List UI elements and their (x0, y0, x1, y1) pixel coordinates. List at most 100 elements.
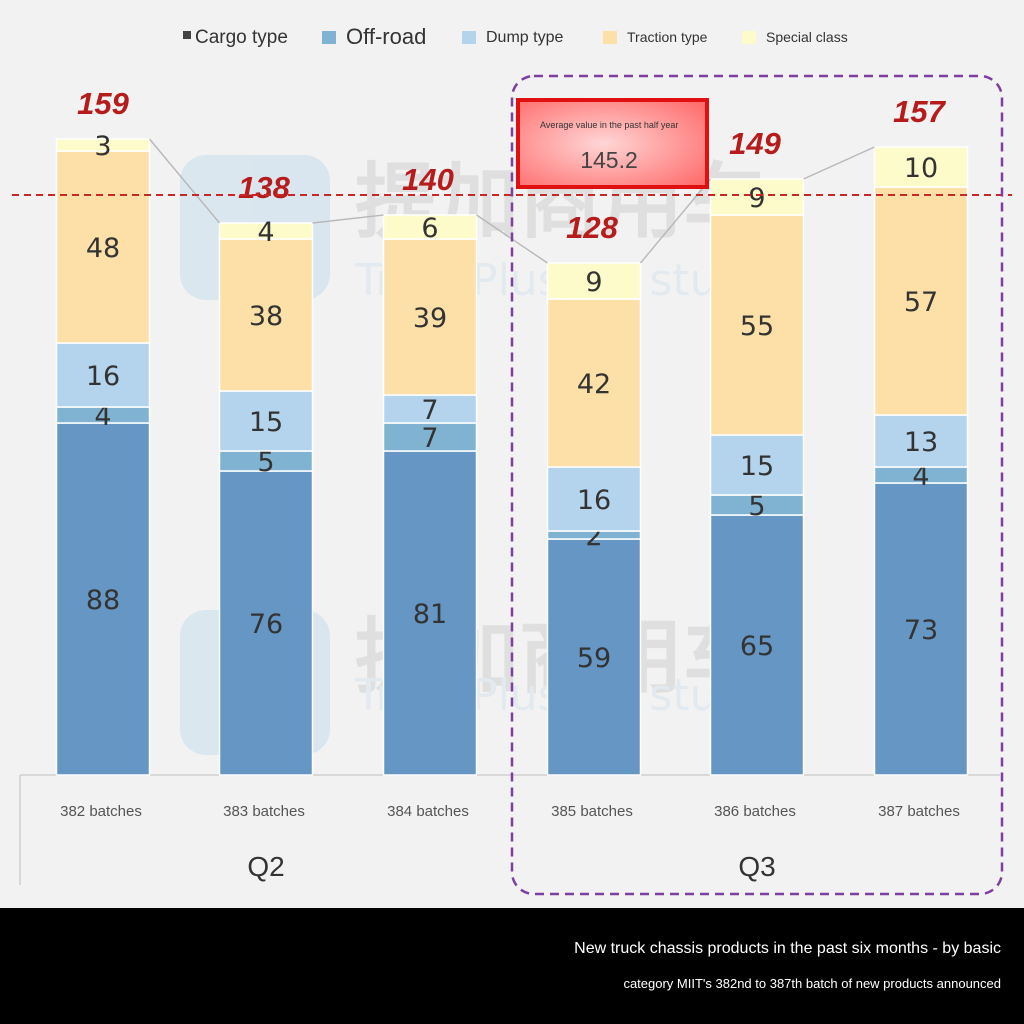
x-tick-label: 386 batches (714, 803, 796, 820)
data-label: 4 (94, 401, 111, 432)
total-label: 128 (566, 210, 618, 245)
bar-segment (55, 138, 151, 152)
legend-item: Traction type (603, 29, 708, 45)
legend: Cargo type Off-road Dump type Traction type… (183, 24, 848, 49)
bar-segment (382, 450, 478, 776)
total-label: 157 (893, 94, 946, 129)
legend-swatch (462, 31, 476, 44)
data-label: 13 (904, 427, 938, 458)
data-label: 6 (421, 213, 438, 244)
x-tick-label: 387 batches (878, 803, 960, 820)
bar-segment (382, 214, 478, 240)
average-box-caption: Average value in the past half year (540, 120, 678, 130)
bar-segment (546, 262, 642, 300)
quarter-label: Q3 (738, 851, 775, 882)
data-label: 10 (904, 153, 938, 184)
bar-segment (709, 214, 805, 436)
x-tick-label: 385 batches (551, 803, 633, 820)
legend-swatch (603, 31, 617, 44)
legend-label: Cargo type (195, 27, 288, 48)
bar-stack: 65 5 15 55 9 (709, 178, 805, 776)
bar-segment (218, 222, 314, 240)
data-label: 48 (86, 233, 120, 264)
quarter-labels: Q2 Q3 (247, 851, 775, 882)
data-label: 9 (585, 267, 602, 298)
data-label: 4 (257, 217, 274, 248)
quarter-label: Q2 (247, 851, 284, 882)
bar-segment (546, 538, 642, 776)
bar-segment (709, 178, 805, 216)
bar-segment (873, 146, 969, 188)
bar-stack: 88 4 16 48 3 (55, 131, 151, 776)
totals-group: 159 138 140 128 149 157 (77, 86, 946, 245)
legend-item: Dump type (462, 29, 563, 46)
legend-label: Off-road (346, 24, 426, 49)
legend-label: Special class (766, 29, 848, 45)
average-value-box: Average value in the past half year 145.2 (516, 98, 709, 189)
bar-stack: 73 413 57 10 (873, 146, 969, 776)
connector-line (148, 138, 221, 224)
data-label: 16 (577, 485, 611, 516)
x-tick-labels: 382 batches 383 batches 384 batches 385 bat… (60, 803, 960, 820)
data-label: 7 (421, 395, 438, 426)
bar-segment (873, 186, 969, 416)
bar-segment (382, 394, 478, 424)
bar-stack: 81 77 39 6 (382, 213, 478, 776)
data-label: 39 (413, 303, 447, 334)
data-label: 4 (912, 461, 929, 492)
bar-segment (873, 482, 969, 776)
total-label: 138 (238, 170, 290, 205)
data-label: 7 (421, 423, 438, 454)
total-label: 149 (729, 126, 781, 161)
average-box-value: 145.2 (580, 147, 638, 173)
x-tick-label: 383 batches (223, 803, 305, 820)
data-label: 3 (94, 131, 111, 162)
average-box-frame (516, 98, 709, 189)
data-label: 15 (740, 451, 774, 482)
data-label: 81 (413, 599, 447, 630)
x-tick-label: 382 batches (60, 803, 142, 820)
data-label: 76 (249, 609, 283, 640)
data-label: 15 (249, 407, 283, 438)
data-label: 73 (904, 615, 938, 646)
data-label: 9 (748, 183, 765, 214)
bar-segment (55, 150, 151, 344)
legend-swatch (742, 31, 756, 44)
caption-line-2: category MIIT's 382nd to 387th batch of … (623, 976, 1001, 991)
caption-footer: New truck chassis products in the past s… (0, 908, 1024, 1024)
data-label: 88 (86, 585, 120, 616)
caption-line-1: New truck chassis products in the past s… (574, 940, 1001, 957)
legend-item: Cargo type (183, 27, 288, 48)
bars-group: 8841648376515384817739659216429655155597… (55, 131, 969, 776)
x-axis-frame (19, 774, 1000, 885)
data-label: 57 (904, 287, 938, 318)
legend-swatch (183, 31, 191, 39)
total-label: 159 (77, 86, 129, 121)
bar-segment (382, 422, 478, 452)
data-label: 59 (577, 643, 611, 674)
bar-stack: 76 5 15 38 4 (218, 217, 314, 776)
stacked-bar-chart: 提加商用车TruckPlus CV studio提加商用车TruckPlus C… (12, 24, 1012, 896)
bar-segment (218, 470, 314, 776)
data-label: 42 (577, 369, 611, 400)
data-label: 38 (249, 301, 283, 332)
data-label: 55 (740, 311, 774, 342)
legend-swatch (322, 31, 336, 44)
total-label: 140 (402, 162, 454, 197)
bar-segment (873, 414, 969, 468)
legend-label: Traction type (627, 29, 708, 45)
connector-line (312, 214, 384, 224)
data-label: 5 (748, 491, 765, 522)
legend-item: Special class (742, 29, 848, 45)
data-label: 65 (740, 631, 774, 662)
connector-line (639, 178, 712, 264)
bar-segment (218, 390, 314, 452)
legend-item: Off-road (322, 24, 426, 49)
bar-segment (55, 342, 151, 408)
bar-segment (546, 298, 642, 468)
data-label: 16 (86, 361, 120, 392)
legend-label: Dump type (486, 29, 563, 46)
x-tick-label: 384 batches (387, 803, 469, 820)
bar-segment (55, 422, 151, 776)
